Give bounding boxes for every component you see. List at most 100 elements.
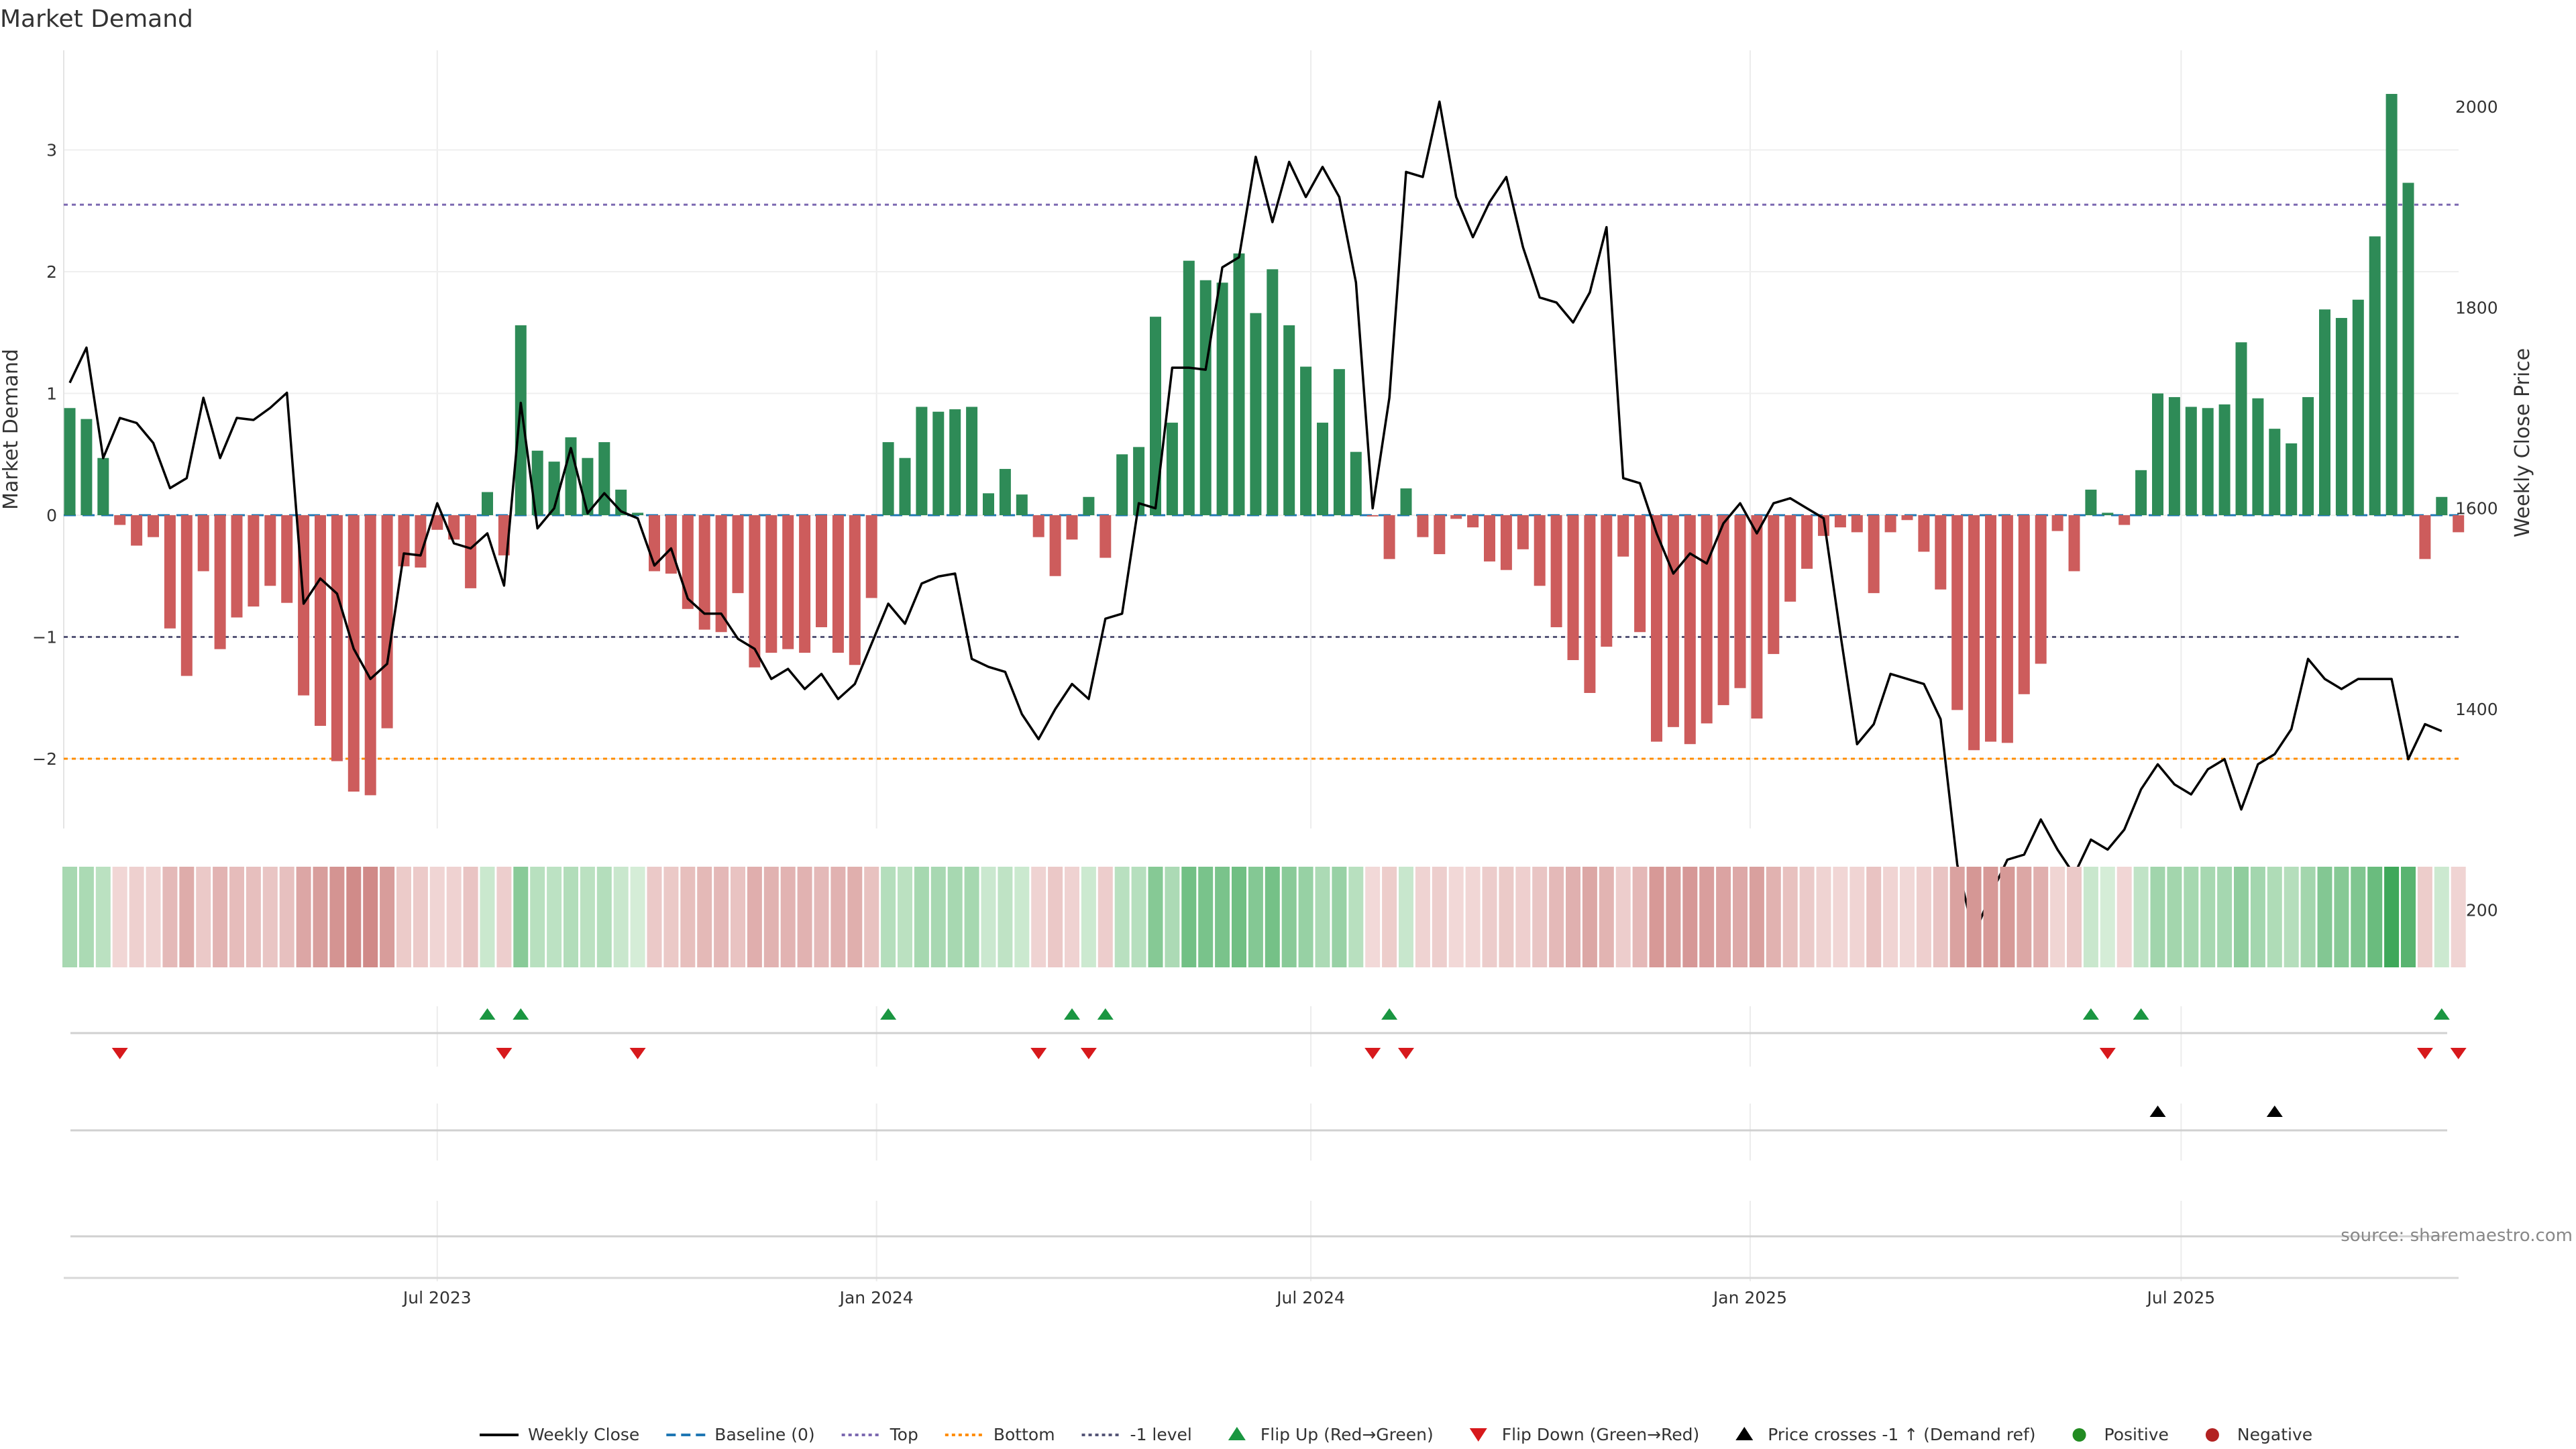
- heat-cell: [1532, 867, 1548, 967]
- x-tick-label: Jul 2024: [1275, 1288, 1345, 1307]
- demand-bar: [431, 515, 443, 530]
- demand-bar: [765, 515, 777, 653]
- demand-bar: [1450, 515, 1462, 519]
- heat-cell: [1215, 867, 1230, 967]
- demand-bar: [1250, 313, 1262, 515]
- heat-cell: [2033, 867, 2049, 967]
- flip-up-marker: [513, 1008, 529, 1020]
- heat-cell: [2334, 867, 2349, 967]
- demand-bar: [1267, 269, 1279, 515]
- demand-bar: [1016, 494, 1028, 515]
- demand-bar: [1534, 515, 1546, 586]
- demand-bar: [1350, 451, 1362, 515]
- flip-down-marker: [1030, 1048, 1047, 1059]
- heat-cell: [1632, 867, 1648, 967]
- demand-bar: [2001, 515, 2013, 743]
- legend-label: Positive: [2104, 1425, 2169, 1444]
- demand-bar: [1985, 515, 1996, 742]
- heat-cell: [981, 867, 996, 967]
- heat-cell: [1482, 867, 1497, 967]
- heat-cell: [1065, 867, 1079, 967]
- demand-bar: [983, 493, 994, 515]
- heat-cell: [2167, 867, 2182, 967]
- legend: Weekly Close Baseline (0) Top Bottom -1 leve…: [480, 1425, 2312, 1444]
- heat-cell: [313, 867, 328, 967]
- heat-cell: [1699, 867, 1715, 967]
- heat-cell: [2050, 867, 2065, 967]
- demand-bar: [1918, 515, 1930, 552]
- heat-cell: [296, 867, 311, 967]
- heat-cell: [680, 867, 696, 967]
- heat-cell: [763, 867, 779, 967]
- y-tick-label: 0: [46, 506, 57, 525]
- heat-cell: [1332, 867, 1347, 967]
- heat-cell: [1448, 867, 1464, 967]
- heat-cell: [2017, 867, 2032, 967]
- heat-cell: [2200, 867, 2216, 967]
- demand-bar: [2218, 404, 2231, 515]
- source-text: source: sharemaestro.com: [2341, 1226, 2573, 1246]
- demand-bar: [1383, 515, 1395, 559]
- legend-entry: Baseline (0): [666, 1425, 815, 1444]
- heat-cell: [630, 867, 645, 967]
- heat-cell: [2351, 867, 2366, 967]
- demand-bar: [1366, 515, 1379, 517]
- heat-cell: [1566, 867, 1580, 967]
- demand-bar: [1049, 515, 1061, 576]
- heat-cell: [1766, 867, 1781, 967]
- heat-cell: [1014, 867, 1030, 967]
- heat-cell: [1599, 867, 1614, 967]
- demand-bar: [2436, 496, 2448, 515]
- y-tick-label: −1: [32, 628, 57, 647]
- flip-up-marker: [1381, 1008, 1398, 1020]
- demand-bar: [1851, 515, 1863, 533]
- demand-bar: [2235, 342, 2247, 515]
- demand-bar: [932, 411, 945, 515]
- heat-cell: [1265, 867, 1280, 967]
- heat-cell: [898, 867, 912, 967]
- flip-down-marker: [1398, 1048, 1414, 1059]
- legend-label: Negative: [2237, 1425, 2312, 1444]
- x-tick-label: Jan 2025: [1712, 1288, 1787, 1307]
- heat-cell: [2384, 867, 2400, 967]
- x-tick-label: Jan 2024: [839, 1288, 914, 1307]
- heat-cell: [1949, 867, 1965, 967]
- heat-cell: [1649, 867, 1664, 967]
- weekly-close-line: [68, 100, 2443, 936]
- grid-layer: [63, 50, 2459, 1281]
- demand-bar: [281, 515, 293, 603]
- heat-cell: [596, 867, 612, 967]
- demand-bar: [782, 515, 794, 649]
- heat-cell: [1365, 867, 1381, 967]
- demand-bar: [2068, 515, 2080, 572]
- demand-bar: [164, 515, 176, 629]
- heat-cell: [329, 867, 345, 967]
- heat-cell: [1048, 867, 1063, 967]
- demand-bar: [2035, 515, 2047, 664]
- y-axis-ticks: −2 −1 0 1 2 3: [32, 141, 57, 769]
- heat-cell: [1799, 867, 1815, 967]
- demand-bar: [632, 513, 644, 515]
- flip-down-marker: [1080, 1048, 1097, 1059]
- demand-bar: [2302, 396, 2314, 515]
- demand-bar: [1801, 515, 1813, 569]
- heat-cell: [129, 867, 144, 967]
- demand-bar: [1935, 515, 1947, 590]
- heat-cell: [2083, 867, 2098, 967]
- demand-bar: [2152, 393, 2163, 515]
- demand-bar: [2453, 515, 2465, 533]
- demand-bar: [1300, 366, 1312, 515]
- legend-label: Price crosses -1 ↑ (Demand ref): [1768, 1425, 2035, 1444]
- demand-bar: [1083, 496, 1095, 515]
- heat-cell: [998, 867, 1013, 967]
- demand-bar: [1116, 454, 1128, 515]
- heat-cell: [1281, 867, 1297, 967]
- legend-swatch: [1735, 1427, 1754, 1440]
- heat-cell: [380, 867, 395, 967]
- y2-tick-label: 1600: [2455, 499, 2498, 519]
- demand-bar: [1567, 515, 1579, 660]
- heat-cell: [780, 867, 796, 967]
- flip-up-marker: [2082, 1008, 2099, 1020]
- demand-bar: [131, 515, 143, 546]
- demand-bar: [1684, 515, 1696, 745]
